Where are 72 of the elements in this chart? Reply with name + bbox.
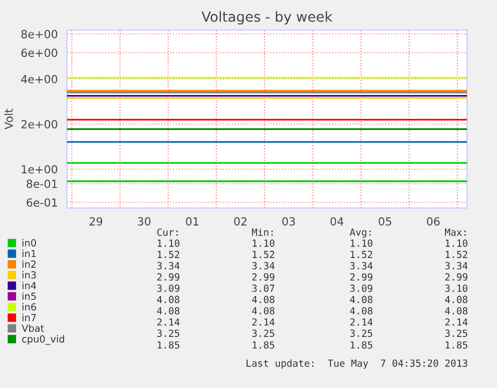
text: 1.52	[158, 250, 180, 258]
text: 4.08	[252, 296, 274, 304]
x-tick-label: 29	[90, 217, 102, 226]
text: 4.08	[350, 296, 372, 304]
legend-label: in1	[22, 250, 36, 258]
text: 1.52	[252, 250, 274, 258]
text: 3.34	[445, 262, 468, 270]
text: 1.52	[446, 250, 468, 258]
legend-label: in6	[22, 303, 36, 311]
y-tick-label: 4e+00	[21, 74, 58, 84]
text: 1.85	[350, 341, 372, 349]
text: 3.25	[252, 330, 274, 337]
text: 1.85	[158, 341, 180, 349]
text: 2.99	[252, 273, 274, 281]
text: 3.34	[252, 262, 275, 270]
y-tick-label: 2e+00	[21, 120, 58, 128]
legend-label: cpu0_vid	[22, 335, 64, 345]
y-tick-label: 8e+00	[21, 30, 58, 38]
y-tick-label: 8e-01	[26, 180, 57, 188]
x-tick-label: 01	[186, 217, 198, 226]
legend-label: in7	[22, 314, 36, 322]
y-tick-label: 6e-01	[26, 198, 57, 207]
text: Avg:	[350, 228, 371, 238]
text: 2.99	[350, 273, 372, 281]
legend-label: in5	[22, 292, 36, 300]
text: 1.10	[158, 239, 180, 247]
y-tick-label: 1e+00	[22, 165, 58, 174]
text: 3.25	[445, 330, 468, 337]
text: 4.08	[445, 307, 468, 314]
x-tick-label: 06	[426, 217, 440, 226]
text: 3.25	[157, 330, 180, 337]
text: 1.10	[350, 239, 372, 247]
chart-title: Voltages - by week	[202, 11, 333, 25]
text: 3.09	[350, 284, 372, 292]
text: 3.09	[157, 284, 180, 292]
x-tick-label: 02	[234, 217, 246, 226]
text: 3.34	[157, 262, 180, 270]
text: 1.85	[446, 341, 468, 349]
legend-label: Vbat	[22, 324, 44, 332]
text: 3.34	[350, 262, 373, 270]
x-tick-label: 30	[138, 217, 150, 226]
text: 3.10	[445, 284, 468, 292]
text: 4.08	[350, 307, 372, 314]
text: 2.99	[445, 273, 468, 281]
text: Min:	[252, 228, 273, 236]
text: 1.52	[350, 250, 372, 258]
y-tick-label: 6e+00	[21, 48, 58, 58]
text: 3.25	[350, 330, 372, 337]
text: 1.10	[252, 239, 274, 247]
x-tick-label: 03	[282, 217, 295, 226]
text: 2.14	[445, 318, 468, 326]
legend-label: in2	[22, 260, 36, 268]
text: 2.14	[252, 318, 275, 326]
text: 2.99	[157, 273, 180, 281]
text: 1.10	[446, 239, 468, 247]
text: Cur:	[157, 228, 178, 236]
x-tick-label: 04	[330, 217, 344, 226]
text: 4.08	[157, 296, 180, 304]
legend-label: in3	[22, 271, 36, 279]
text: Last update: Tue May 7 04:35:20 2013	[246, 359, 468, 369]
text: 2.14	[157, 318, 180, 326]
text: 4.08	[252, 307, 274, 314]
x-tick-label: 05	[378, 217, 392, 226]
text: 4.08	[157, 307, 180, 314]
text: 1.85	[252, 341, 274, 349]
legend-label: in4	[22, 282, 36, 290]
text: 4.08	[445, 296, 468, 304]
text: 2.14	[350, 318, 373, 326]
y-axis-title: Volt	[4, 108, 13, 130]
text: Max:	[444, 228, 466, 236]
legend-label: in0	[22, 239, 36, 247]
text: 3.07	[252, 284, 274, 292]
